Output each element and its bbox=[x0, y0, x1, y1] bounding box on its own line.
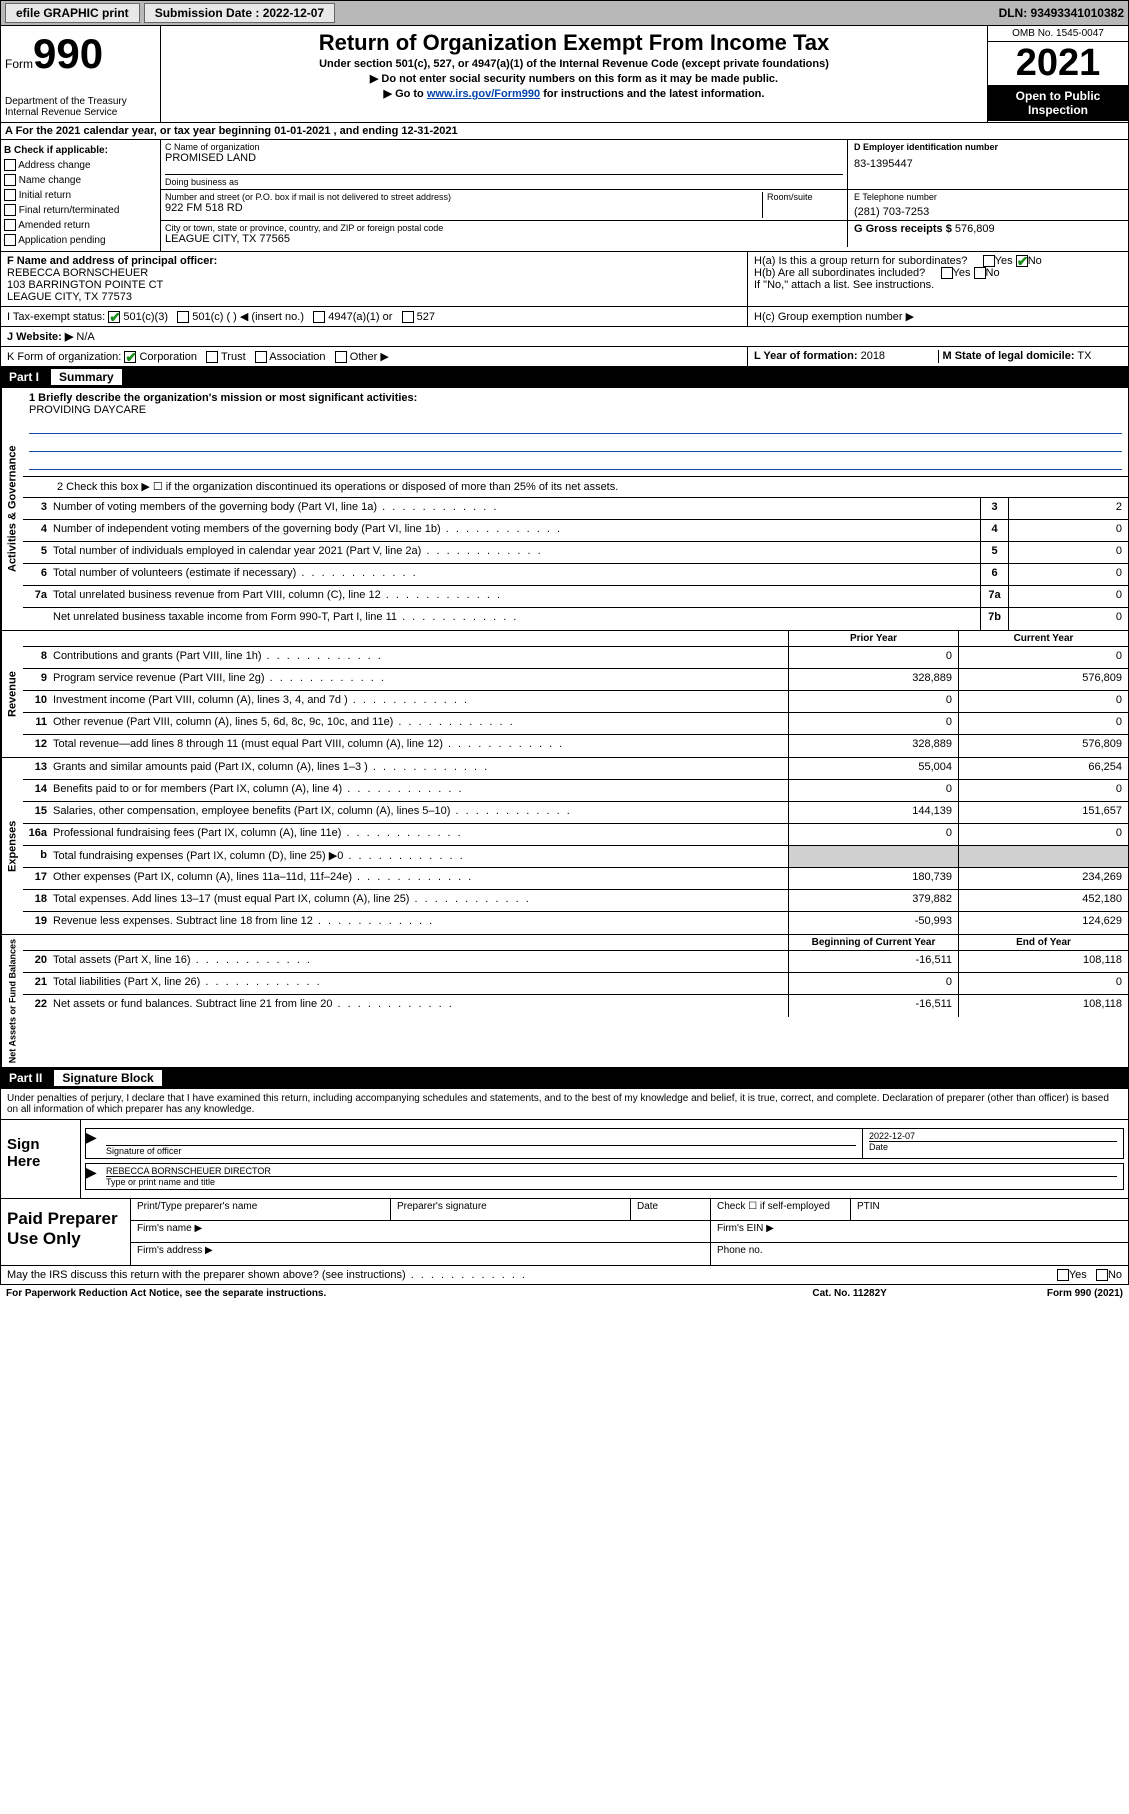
sign-here-block: Sign Here ▶ Signature of officer 2022-12… bbox=[0, 1120, 1129, 1199]
data-line: 19 Revenue less expenses. Subtract line … bbox=[23, 912, 1128, 934]
gov-line: 4 Number of independent voting members o… bbox=[23, 520, 1128, 542]
data-line: 12 Total revenue—add lines 8 through 11 … bbox=[23, 735, 1128, 757]
line2: 2 Check this box ▶ ☐ if the organization… bbox=[23, 477, 1128, 497]
row-a-period: A For the 2021 calendar year, or tax yea… bbox=[0, 123, 1129, 140]
gov-line: 5 Total number of individuals employed i… bbox=[23, 542, 1128, 564]
gov-line: 3 Number of voting members of the govern… bbox=[23, 498, 1128, 520]
dept-label: Department of the Treasury bbox=[5, 96, 156, 107]
begin-year-header: Beginning of Current Year bbox=[788, 935, 958, 950]
expenses-block: Expenses 13 Grants and similar amounts p… bbox=[0, 758, 1129, 935]
gov-line: Net unrelated business taxable income fr… bbox=[23, 608, 1128, 630]
net-vlabel: Net Assets or Fund Balances bbox=[1, 935, 23, 1067]
sig-name: REBECCA BORNSCHEUER DIRECTOR bbox=[106, 1166, 1117, 1176]
gov-line: 6 Total number of volunteers (estimate i… bbox=[23, 564, 1128, 586]
discuss-question: May the IRS discuss this return with the… bbox=[0, 1266, 1129, 1285]
data-line: 13 Grants and similar amounts paid (Part… bbox=[23, 758, 1128, 780]
dba-label: Doing business as bbox=[165, 174, 843, 187]
prior-year-header: Prior Year bbox=[788, 631, 958, 646]
submission-date-button[interactable]: Submission Date : 2022-12-07 bbox=[144, 3, 335, 23]
irs-label: Internal Revenue Service bbox=[5, 107, 156, 118]
sig-officer-label: Signature of officer bbox=[106, 1145, 856, 1156]
revenue-vlabel: Revenue bbox=[1, 631, 23, 757]
form-number: Form990 bbox=[5, 30, 156, 78]
data-line: 21 Total liabilities (Part X, line 26) 0… bbox=[23, 973, 1128, 995]
ein-value: 83-1395447 bbox=[854, 158, 1122, 170]
phone-label: E Telephone number bbox=[854, 192, 1122, 202]
dln-label: DLN: 93493341010382 bbox=[999, 6, 1124, 20]
irs-link[interactable]: www.irs.gov/Form990 bbox=[427, 88, 540, 100]
sig-date: 2022-12-07 bbox=[869, 1131, 1117, 1141]
officer-addr2: LEAGUE CITY, TX 77573 bbox=[7, 291, 741, 303]
website-value: N/A bbox=[76, 331, 94, 343]
form-header: Form990 Department of the Treasury Inter… bbox=[0, 26, 1129, 123]
end-year-header: End of Year bbox=[958, 935, 1128, 950]
data-line: 8 Contributions and grants (Part VIII, l… bbox=[23, 647, 1128, 669]
hc-label: H(c) Group exemption number ▶ bbox=[748, 307, 1128, 326]
gov-line: 7a Total unrelated business revenue from… bbox=[23, 586, 1128, 608]
section-bcde: B Check if applicable: Address change Na… bbox=[0, 140, 1129, 252]
ein-label: D Employer identification number bbox=[854, 142, 1122, 152]
org-name: PROMISED LAND bbox=[165, 152, 843, 164]
top-toolbar: efile GRAPHIC print Submission Date : 20… bbox=[0, 0, 1129, 26]
col-b-checkboxes: B Check if applicable: Address change Na… bbox=[1, 140, 161, 251]
hb-label: H(b) Are all subordinates included? Yes … bbox=[754, 267, 1122, 279]
form-subtitle-2: ▶ Do not enter social security numbers o… bbox=[165, 72, 983, 85]
form-org-label: K Form of organization: bbox=[7, 351, 121, 363]
current-year-header: Current Year bbox=[958, 631, 1128, 646]
part2-header: Part II Signature Block bbox=[0, 1068, 1129, 1089]
form-subtitle-1: Under section 501(c), 527, or 4947(a)(1)… bbox=[165, 58, 983, 70]
data-line: 14 Benefits paid to or for members (Part… bbox=[23, 780, 1128, 802]
data-line: 20 Total assets (Part X, line 16) -16,51… bbox=[23, 951, 1128, 973]
sig-date-label: Date bbox=[869, 1141, 1117, 1152]
mission-q: 1 Briefly describe the organization's mi… bbox=[29, 392, 1122, 404]
tax-year: 2021 bbox=[988, 42, 1128, 85]
city-label: City or town, state or province, country… bbox=[165, 223, 843, 233]
governance-block: Activities & Governance 1 Briefly descri… bbox=[0, 388, 1129, 631]
data-line: 10 Investment income (Part VIII, column … bbox=[23, 691, 1128, 713]
paid-preparer-block: Paid Preparer Use Only Print/Type prepar… bbox=[0, 1199, 1129, 1266]
form-title: Return of Organization Exempt From Incom… bbox=[165, 30, 983, 56]
street-value: 922 FM 518 RD bbox=[165, 202, 762, 214]
part1-header: Part I Summary bbox=[0, 367, 1129, 388]
efile-button[interactable]: efile GRAPHIC print bbox=[5, 3, 140, 23]
form-subtitle-3: ▶ Go to www.irs.gov/Form990 for instruct… bbox=[165, 87, 983, 100]
omb-number: OMB No. 1545-0047 bbox=[988, 26, 1128, 42]
org-name-label: C Name of organization bbox=[165, 142, 843, 152]
phone-value: (281) 703-7253 bbox=[854, 206, 1122, 218]
ha-label: H(a) Is this a group return for subordin… bbox=[754, 255, 1122, 267]
room-label: Room/suite bbox=[767, 192, 843, 202]
hb-note: If "No," attach a list. See instructions… bbox=[754, 279, 1122, 291]
data-line: 11 Other revenue (Part VIII, column (A),… bbox=[23, 713, 1128, 735]
section-fghijk: F Name and address of principal officer:… bbox=[0, 252, 1129, 367]
gross-receipts-value: 576,809 bbox=[955, 223, 995, 235]
mission-a: PROVIDING DAYCARE bbox=[29, 404, 1122, 416]
officer-label: F Name and address of principal officer: bbox=[7, 255, 741, 267]
city-value: LEAGUE CITY, TX 77565 bbox=[165, 233, 843, 245]
revenue-block: Revenue Prior Year Current Year 8 Contri… bbox=[0, 631, 1129, 758]
officer-name: REBECCA BORNSCHEUER bbox=[7, 267, 741, 279]
data-line: b Total fundraising expenses (Part IX, c… bbox=[23, 846, 1128, 868]
data-line: 22 Net assets or fund balances. Subtract… bbox=[23, 995, 1128, 1017]
expenses-vlabel: Expenses bbox=[1, 758, 23, 934]
gross-receipts-label: G Gross receipts $ bbox=[854, 223, 952, 235]
penalty-statement: Under penalties of perjury, I declare th… bbox=[0, 1089, 1129, 1120]
net-assets-block: Net Assets or Fund Balances Beginning of… bbox=[0, 935, 1129, 1068]
governance-vlabel: Activities & Governance bbox=[1, 388, 23, 630]
data-line: 18 Total expenses. Add lines 13–17 (must… bbox=[23, 890, 1128, 912]
website-label: J Website: ▶ bbox=[7, 331, 73, 343]
paid-preparer-label: Paid Preparer Use Only bbox=[1, 1199, 131, 1265]
officer-addr1: 103 BARRINGTON POINTE CT bbox=[7, 279, 741, 291]
data-line: 15 Salaries, other compensation, employe… bbox=[23, 802, 1128, 824]
open-inspection-badge: Open to Public Inspection bbox=[988, 85, 1128, 121]
data-line: 9 Program service revenue (Part VIII, li… bbox=[23, 669, 1128, 691]
data-line: 16a Professional fundraising fees (Part … bbox=[23, 824, 1128, 846]
tax-status-label: I Tax-exempt status: bbox=[7, 311, 105, 323]
data-line: 17 Other expenses (Part IX, column (A), … bbox=[23, 868, 1128, 890]
sig-name-label: Type or print name and title bbox=[106, 1176, 1117, 1187]
street-label: Number and street (or P.O. box if mail i… bbox=[165, 192, 762, 202]
footer: For Paperwork Reduction Act Notice, see … bbox=[0, 1285, 1129, 1302]
sign-here-label: Sign Here bbox=[1, 1120, 81, 1198]
